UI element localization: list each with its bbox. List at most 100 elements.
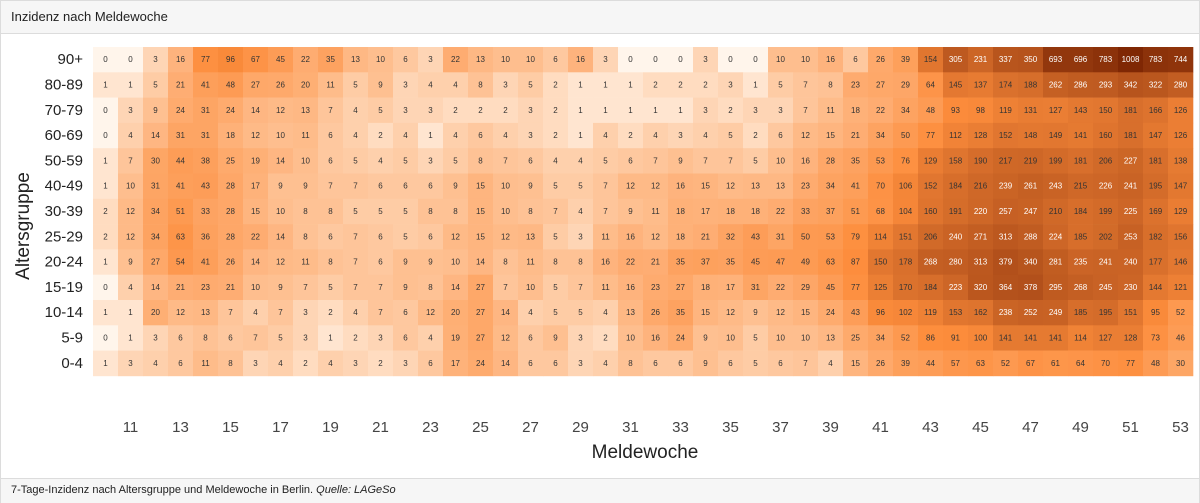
heatmap-cell xyxy=(168,122,194,149)
cell-value-label: 2 xyxy=(628,131,633,140)
y-tick-label: 30-39 xyxy=(45,203,83,220)
cell-value-label: 9 xyxy=(553,333,558,342)
heatmap-cell xyxy=(843,122,869,149)
cell-value-label: 20 xyxy=(151,308,160,317)
heatmap-cell xyxy=(1018,148,1044,174)
cell-value-label: 181 xyxy=(1124,131,1138,140)
cell-value-label: 12 xyxy=(651,182,660,191)
heatmap-cell xyxy=(1018,249,1044,275)
cell-value-label: 3 xyxy=(428,55,433,64)
heatmap-cell xyxy=(218,173,244,200)
cell-value-label: 288 xyxy=(1024,232,1038,241)
cell-value-label: 7 xyxy=(353,232,358,241)
cell-value-label: 3 xyxy=(678,131,683,140)
heatmap-cell xyxy=(93,325,119,351)
cell-value-label: 119 xyxy=(924,308,937,317)
cell-value-label: 41 xyxy=(201,80,210,89)
cell-value-label: 77 xyxy=(851,283,860,292)
heatmap-cell xyxy=(1143,97,1169,124)
heatmap-cell xyxy=(943,350,969,377)
cell-value-label: 12 xyxy=(276,106,285,115)
heatmap-cell xyxy=(543,148,569,174)
cell-value-label: 224 xyxy=(1049,232,1063,241)
cell-value-label: 30 xyxy=(1176,359,1185,368)
heatmap-cell xyxy=(393,148,419,174)
cell-value-label: 9 xyxy=(153,106,158,115)
cell-value-label: 34 xyxy=(151,207,160,216)
cell-value-label: 45 xyxy=(276,55,285,64)
heatmap-cell xyxy=(243,224,269,250)
cell-value-label: 127 xyxy=(1099,333,1113,342)
heatmap-cell xyxy=(618,47,644,73)
heatmap-cell xyxy=(1168,122,1194,149)
heatmap-cell xyxy=(1118,122,1144,149)
heatmap-cell xyxy=(1093,249,1119,275)
cell-value-label: 253 xyxy=(1124,232,1138,241)
cell-value-label: 22 xyxy=(776,283,785,292)
heatmap-cell xyxy=(493,97,519,124)
cell-value-label: 181 xyxy=(1074,156,1088,165)
cell-value-label: 7 xyxy=(353,283,358,292)
cell-value-label: 29 xyxy=(801,283,810,292)
heatmap-cell xyxy=(643,122,669,149)
cell-value-label: 286 xyxy=(1074,80,1088,89)
heatmap-cell xyxy=(293,249,319,275)
cell-value-label: 2 xyxy=(353,333,358,342)
heatmap-cell xyxy=(93,300,119,326)
heatmap-cell xyxy=(943,224,969,250)
cell-value-label: 22 xyxy=(626,258,635,267)
heatmap-cell xyxy=(593,249,619,275)
heatmap-cell xyxy=(818,97,844,124)
cell-value-label: 10 xyxy=(801,55,810,64)
heatmap-cell xyxy=(1143,173,1169,200)
cell-value-label: 9 xyxy=(453,182,458,191)
cell-value-label: 4 xyxy=(253,308,258,317)
cell-value-label: 5 xyxy=(278,333,283,342)
heatmap-cell xyxy=(1068,224,1094,250)
heatmap-cell xyxy=(368,47,394,73)
cell-value-label: 22 xyxy=(451,55,460,64)
cell-value-label: 9 xyxy=(278,283,283,292)
cell-value-label: 29 xyxy=(901,80,910,89)
cell-value-label: 5 xyxy=(553,232,558,241)
heatmap-cell xyxy=(1043,224,1069,250)
cell-value-label: 5 xyxy=(728,131,733,140)
cell-value-label: 31 xyxy=(151,182,160,191)
heatmap-cell xyxy=(1043,47,1069,73)
cell-value-label: 3 xyxy=(578,333,583,342)
cell-value-label: 3 xyxy=(728,80,733,89)
heatmap-cell xyxy=(518,148,544,174)
cell-value-label: 8 xyxy=(328,207,333,216)
heatmap-cell xyxy=(1043,274,1069,301)
heatmap-cell xyxy=(893,224,919,250)
cell-value-label: 181 xyxy=(1124,106,1138,115)
cell-value-label: 1 xyxy=(428,131,433,140)
heatmap-cell xyxy=(268,224,294,250)
cell-value-label: 145 xyxy=(949,80,963,89)
heatmap-cell xyxy=(968,274,994,301)
heatmap-cell xyxy=(993,47,1019,73)
heatmap-cell xyxy=(718,224,744,250)
cell-value-label: 3 xyxy=(403,359,408,368)
heatmap-cell xyxy=(393,274,419,301)
cell-value-label: 696 xyxy=(1074,55,1088,64)
cell-value-label: 160 xyxy=(924,207,938,216)
heatmap-cell xyxy=(843,72,869,98)
cell-value-label: 36 xyxy=(201,232,210,241)
x-tick-label: 29 xyxy=(572,419,589,436)
heatmap-cell xyxy=(968,224,994,250)
cell-value-label: 44 xyxy=(926,359,935,368)
heatmap-cell xyxy=(918,300,944,326)
heatmap-cell xyxy=(493,198,519,225)
cell-value-label: 9 xyxy=(428,258,433,267)
cell-value-label: 17 xyxy=(701,207,710,216)
heatmap-cell xyxy=(93,249,119,275)
heatmap-cell xyxy=(418,148,444,174)
cell-value-label: 15 xyxy=(701,182,710,191)
heatmap-cell xyxy=(718,249,744,275)
heatmap-cell xyxy=(1093,325,1119,351)
heatmap-cell xyxy=(93,274,119,301)
heatmap-cell xyxy=(1093,47,1119,73)
heatmap-cell xyxy=(218,249,244,275)
cell-value-label: 154 xyxy=(924,55,938,64)
